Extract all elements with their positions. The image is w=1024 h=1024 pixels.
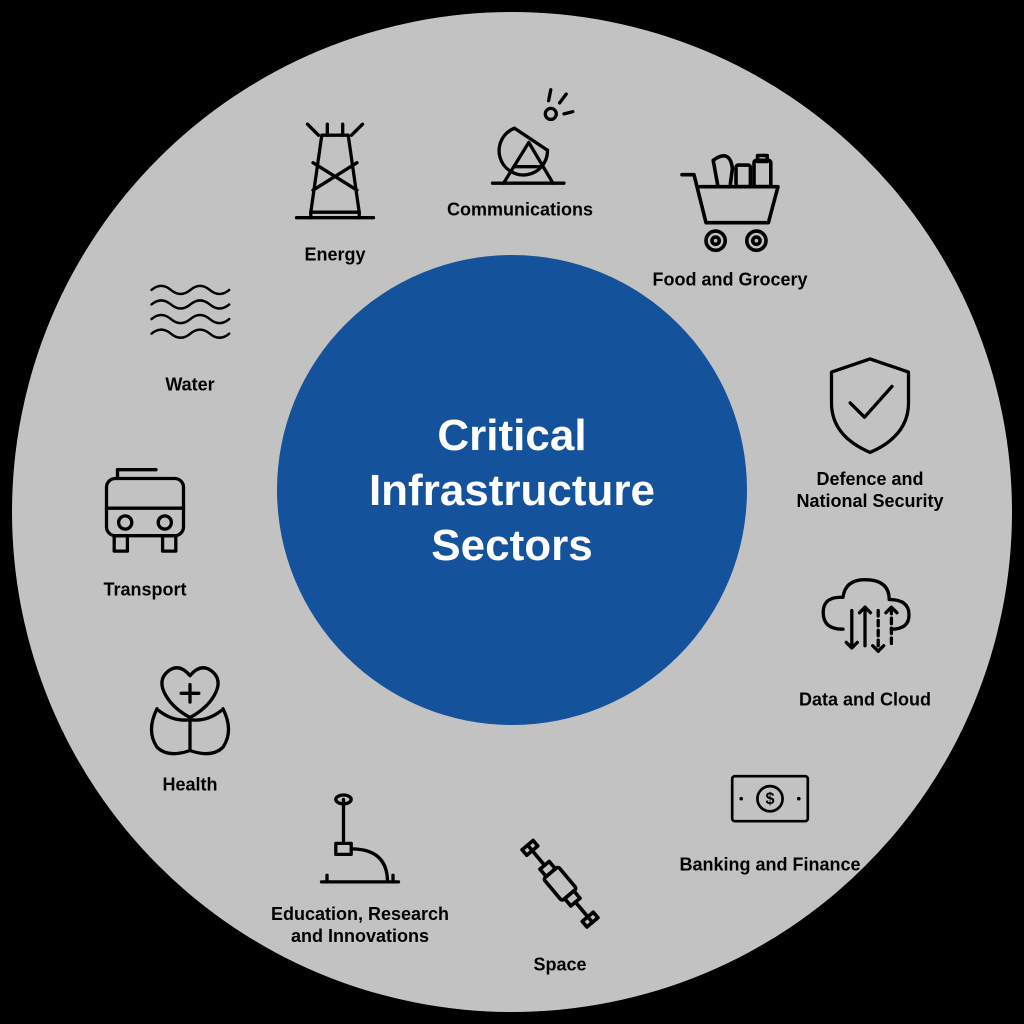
energy-icon xyxy=(280,114,390,239)
banking-icon: $ xyxy=(710,754,830,849)
sector-defence: Defence and National Security xyxy=(785,348,955,512)
water-icon xyxy=(130,274,250,369)
banking-label: Banking and Finance xyxy=(679,855,860,877)
food-grocery-icon xyxy=(670,139,790,264)
data-cloud-icon xyxy=(805,569,925,684)
defence-label: Defence and National Security xyxy=(785,469,955,512)
transport-icon xyxy=(90,459,200,574)
health-label: Health xyxy=(162,775,217,797)
center-title: Critical Infrastructure Sectors xyxy=(312,408,712,573)
sector-energy: Energy xyxy=(245,114,425,267)
data-cloud-label: Data and Cloud xyxy=(799,690,931,712)
sector-food-grocery: Food and Grocery xyxy=(640,139,820,292)
sector-data-cloud: Data and Cloud xyxy=(775,569,955,712)
sector-health: Health xyxy=(100,654,280,797)
center-circle: Critical Infrastructure Sectors xyxy=(277,255,747,725)
water-label: Water xyxy=(165,375,214,397)
education-label: Education, Research and Innovations xyxy=(265,904,455,947)
defence-icon xyxy=(815,348,925,463)
energy-label: Energy xyxy=(304,245,365,267)
sector-water: Water xyxy=(100,274,280,397)
sector-education: Education, Research and Innovations xyxy=(265,783,455,947)
sector-banking: $ Banking and Finance xyxy=(670,754,870,877)
food-grocery-label: Food and Grocery xyxy=(652,270,807,292)
sector-communications: Communications xyxy=(430,79,610,222)
sector-transport: Transport xyxy=(55,459,235,602)
communications-icon xyxy=(465,79,575,194)
svg-text:$: $ xyxy=(765,790,774,808)
space-label: Space xyxy=(533,955,586,977)
sector-space: Space xyxy=(470,824,650,977)
health-icon xyxy=(135,654,245,769)
education-icon xyxy=(305,783,415,898)
communications-label: Communications xyxy=(447,200,593,222)
transport-label: Transport xyxy=(103,580,186,602)
space-icon xyxy=(500,824,620,949)
